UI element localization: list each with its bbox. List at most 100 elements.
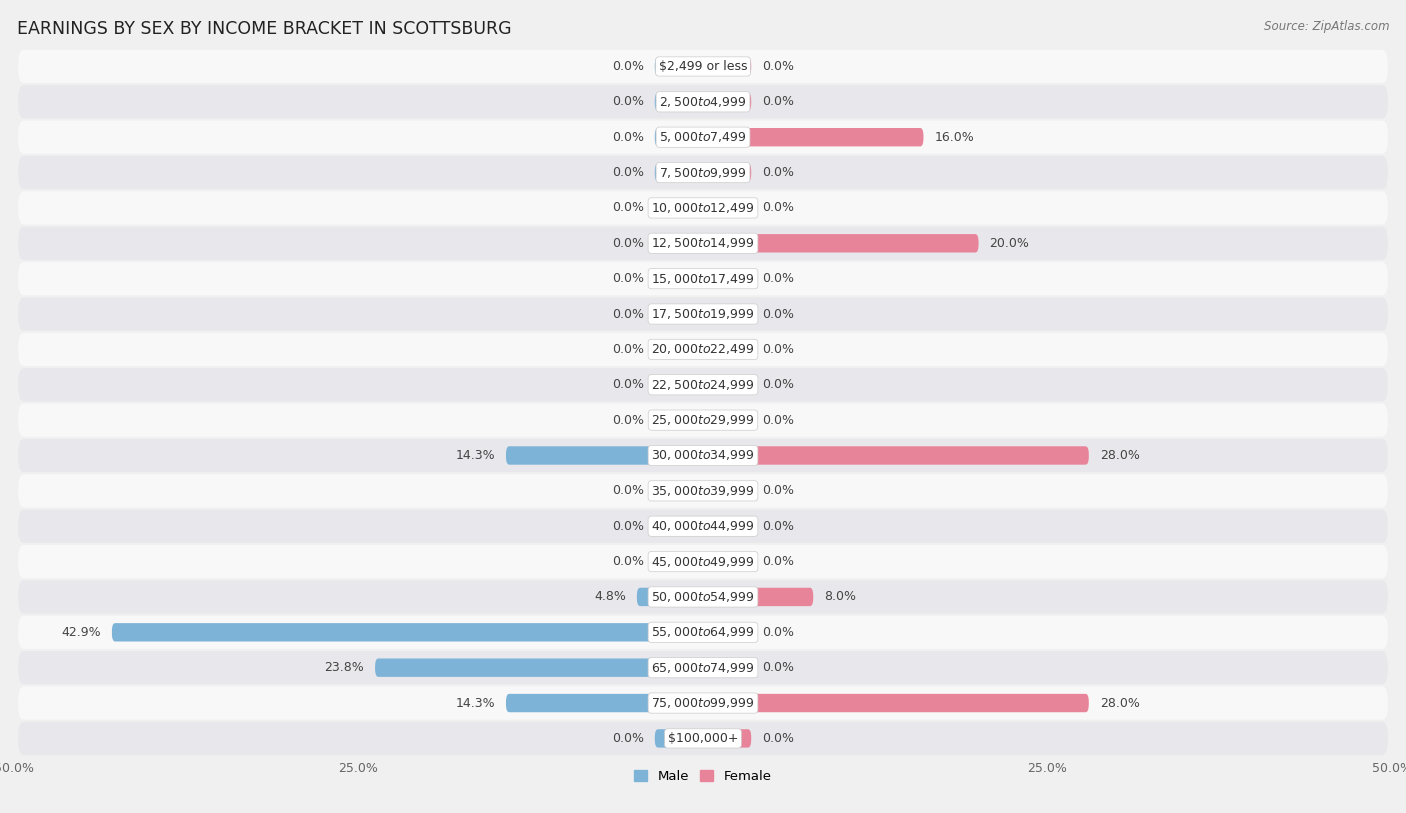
FancyBboxPatch shape [703,198,751,217]
FancyBboxPatch shape [655,163,703,182]
FancyBboxPatch shape [703,93,751,111]
Text: $65,000 to $74,999: $65,000 to $74,999 [651,661,755,675]
Text: 0.0%: 0.0% [612,520,644,533]
FancyBboxPatch shape [655,269,703,288]
Text: $20,000 to $22,499: $20,000 to $22,499 [651,342,755,356]
FancyBboxPatch shape [18,615,1388,649]
FancyBboxPatch shape [18,510,1388,543]
FancyBboxPatch shape [18,227,1388,260]
Text: $25,000 to $29,999: $25,000 to $29,999 [651,413,755,427]
Text: 28.0%: 28.0% [1099,697,1140,710]
Text: 0.0%: 0.0% [762,485,794,498]
Text: $50,000 to $54,999: $50,000 to $54,999 [651,590,755,604]
FancyBboxPatch shape [703,588,813,606]
FancyBboxPatch shape [18,545,1388,578]
FancyBboxPatch shape [655,198,703,217]
Text: 0.0%: 0.0% [612,307,644,320]
FancyBboxPatch shape [18,298,1388,331]
Text: 0.0%: 0.0% [612,555,644,568]
Text: 0.0%: 0.0% [612,166,644,179]
FancyBboxPatch shape [703,411,751,429]
FancyBboxPatch shape [703,446,1088,465]
FancyBboxPatch shape [703,729,751,748]
Text: $2,500 to $4,999: $2,500 to $4,999 [659,95,747,109]
Legend: Male, Female: Male, Female [628,765,778,789]
Text: $45,000 to $49,999: $45,000 to $49,999 [651,554,755,568]
FancyBboxPatch shape [18,686,1388,720]
FancyBboxPatch shape [703,659,751,677]
Text: $35,000 to $39,999: $35,000 to $39,999 [651,484,755,498]
Text: 0.0%: 0.0% [612,485,644,498]
Text: 0.0%: 0.0% [762,555,794,568]
FancyBboxPatch shape [18,262,1388,295]
FancyBboxPatch shape [703,623,751,641]
FancyBboxPatch shape [703,57,751,76]
FancyBboxPatch shape [506,446,703,465]
Text: $22,500 to $24,999: $22,500 to $24,999 [651,378,755,392]
Text: 42.9%: 42.9% [62,626,101,639]
Text: 0.0%: 0.0% [762,60,794,73]
FancyBboxPatch shape [655,93,703,111]
Text: $75,000 to $99,999: $75,000 to $99,999 [651,696,755,710]
FancyBboxPatch shape [506,693,703,712]
FancyBboxPatch shape [703,481,751,500]
Text: 0.0%: 0.0% [762,307,794,320]
Text: 0.0%: 0.0% [762,661,794,674]
Text: 0.0%: 0.0% [762,414,794,427]
FancyBboxPatch shape [637,588,703,606]
Text: 0.0%: 0.0% [612,343,644,356]
Text: $40,000 to $44,999: $40,000 to $44,999 [651,520,755,533]
FancyBboxPatch shape [703,163,751,182]
FancyBboxPatch shape [655,517,703,536]
FancyBboxPatch shape [655,340,703,359]
Text: 0.0%: 0.0% [612,237,644,250]
FancyBboxPatch shape [655,57,703,76]
FancyBboxPatch shape [703,376,751,394]
Text: 0.0%: 0.0% [762,378,794,391]
FancyBboxPatch shape [703,552,751,571]
FancyBboxPatch shape [18,368,1388,402]
FancyBboxPatch shape [703,517,751,536]
Text: $55,000 to $64,999: $55,000 to $64,999 [651,625,755,639]
FancyBboxPatch shape [18,580,1388,614]
Text: 0.0%: 0.0% [612,272,644,285]
FancyBboxPatch shape [18,439,1388,472]
Text: $12,500 to $14,999: $12,500 to $14,999 [651,237,755,250]
Text: Source: ZipAtlas.com: Source: ZipAtlas.com [1264,20,1389,33]
Text: 23.8%: 23.8% [325,661,364,674]
Text: 0.0%: 0.0% [612,95,644,108]
Text: 4.8%: 4.8% [593,590,626,603]
Text: 0.0%: 0.0% [612,202,644,215]
FancyBboxPatch shape [18,651,1388,685]
Text: $5,000 to $7,499: $5,000 to $7,499 [659,130,747,144]
Text: 0.0%: 0.0% [612,414,644,427]
FancyBboxPatch shape [18,120,1388,154]
FancyBboxPatch shape [655,305,703,324]
FancyBboxPatch shape [703,340,751,359]
FancyBboxPatch shape [655,729,703,748]
FancyBboxPatch shape [655,376,703,394]
FancyBboxPatch shape [703,305,751,324]
FancyBboxPatch shape [18,333,1388,366]
Text: 16.0%: 16.0% [935,131,974,144]
Text: $100,000+: $100,000+ [668,732,738,745]
Text: EARNINGS BY SEX BY INCOME BRACKET IN SCOTTSBURG: EARNINGS BY SEX BY INCOME BRACKET IN SCO… [17,20,512,38]
FancyBboxPatch shape [655,234,703,253]
Text: $2,499 or less: $2,499 or less [659,60,747,73]
Text: $30,000 to $34,999: $30,000 to $34,999 [651,449,755,463]
FancyBboxPatch shape [375,659,703,677]
FancyBboxPatch shape [703,128,924,146]
FancyBboxPatch shape [703,234,979,253]
FancyBboxPatch shape [655,411,703,429]
Text: $7,500 to $9,999: $7,500 to $9,999 [659,166,747,180]
FancyBboxPatch shape [703,693,1088,712]
FancyBboxPatch shape [655,481,703,500]
FancyBboxPatch shape [655,552,703,571]
FancyBboxPatch shape [18,50,1388,83]
Text: 0.0%: 0.0% [762,732,794,745]
Text: 0.0%: 0.0% [762,166,794,179]
Text: 8.0%: 8.0% [824,590,856,603]
FancyBboxPatch shape [18,474,1388,507]
Text: $10,000 to $12,499: $10,000 to $12,499 [651,201,755,215]
Text: 0.0%: 0.0% [762,343,794,356]
